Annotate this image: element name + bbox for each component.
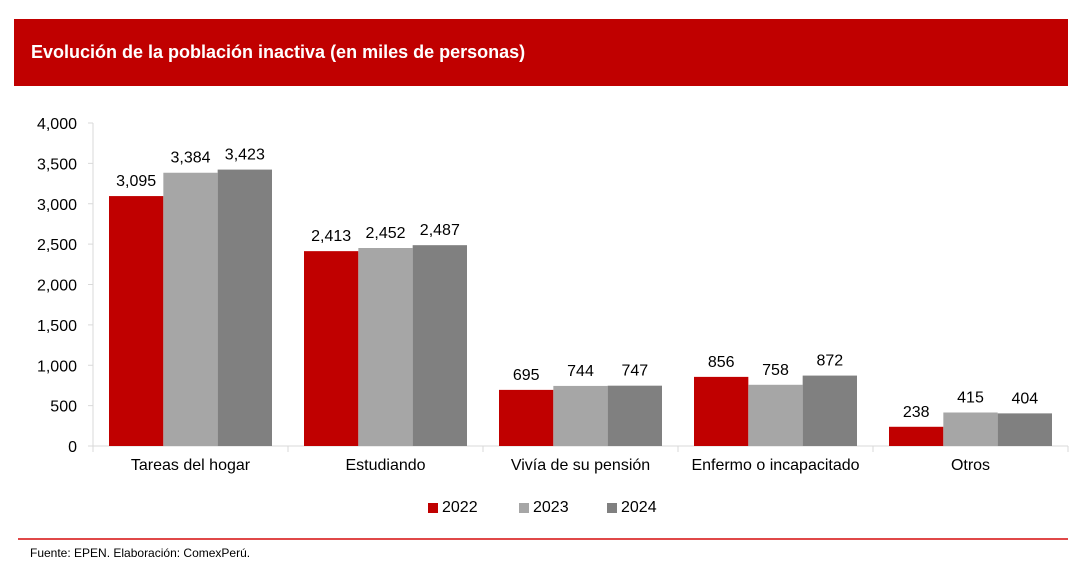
data-labels: 3,095 3,384 3,423 2,413 2,452 2,487 695 744 747 8… xyxy=(116,147,1038,421)
y-tick-label: 3,500 xyxy=(37,156,77,173)
category-label: Tareas del hogar xyxy=(131,457,251,474)
y-tick-label: 2,000 xyxy=(37,278,77,295)
bar-2023 xyxy=(943,412,998,446)
data-label-2022: 3,095 xyxy=(116,173,156,190)
bar-2023 xyxy=(748,384,803,446)
bar-2023 xyxy=(553,385,608,446)
legend-swatch-2022 xyxy=(428,503,438,513)
x-axis xyxy=(92,445,1069,452)
chart-title: Evolución de la población inactiva (en m… xyxy=(31,42,526,62)
data-label-2023: 415 xyxy=(957,389,984,406)
bar-2023 xyxy=(358,248,413,446)
bar-2022 xyxy=(109,196,164,446)
data-label-2022: 856 xyxy=(708,354,735,371)
bar-2022 xyxy=(694,376,749,446)
y-tick-label: 3,000 xyxy=(37,197,77,214)
legend-swatch-2024 xyxy=(607,503,617,513)
bar-2022 xyxy=(499,389,554,446)
legend-label: 2023 xyxy=(533,499,569,516)
y-tick-label: 1,000 xyxy=(37,358,77,375)
category-label: Vivía de su pensión xyxy=(511,457,650,474)
bar-2024 xyxy=(997,413,1052,446)
data-label-2022: 238 xyxy=(903,404,930,421)
chart-title-banner: Evolución de la población inactiva (en m… xyxy=(14,19,1068,86)
source-note: Fuente: EPEN. Elaboración: ComexPerú. xyxy=(30,546,251,560)
bar-2022 xyxy=(304,251,359,446)
y-tick-label: 0 xyxy=(68,439,77,456)
bar-2024 xyxy=(802,375,857,446)
y-axis: 0 500 1,000 1,500 2,000 2,500 3,000 3,500 4,000 xyxy=(37,116,94,456)
data-label-2023: 758 xyxy=(762,362,789,379)
data-label-2023: 3,384 xyxy=(170,150,210,167)
legend-item-2024: 2024 xyxy=(607,496,657,520)
y-tick-label: 500 xyxy=(50,399,77,416)
y-tick-label: 4,000 xyxy=(37,116,77,133)
legend-swatch-2023 xyxy=(519,503,529,513)
legend: 2022 2023 2024 xyxy=(0,496,1087,520)
bar-2024 xyxy=(412,245,467,446)
footer-divider xyxy=(18,538,1068,540)
bar-2022 xyxy=(889,426,944,446)
bar-2024 xyxy=(217,169,272,446)
category-label: Enfermo o incapacitado xyxy=(691,457,859,474)
category-label: Otros xyxy=(951,457,990,474)
data-label-2024: 747 xyxy=(621,363,648,380)
data-label-2023: 744 xyxy=(567,363,594,380)
data-label-2024: 872 xyxy=(816,353,843,370)
legend-item-2022: 2022 xyxy=(428,496,478,520)
data-label-2023: 2,452 xyxy=(365,225,405,242)
bars xyxy=(109,169,1052,446)
legend-label: 2022 xyxy=(442,499,478,516)
data-label-2022: 695 xyxy=(513,367,540,384)
y-tick-label: 2,500 xyxy=(37,237,77,254)
data-label-2024: 404 xyxy=(1011,390,1038,407)
category-labels: Tareas del hogar Estudiando Vivía de su pe… xyxy=(131,457,990,474)
y-tick-label: 1,500 xyxy=(37,318,77,335)
data-label-2024: 3,423 xyxy=(225,147,265,164)
bar-2023 xyxy=(163,172,218,446)
legend-item-2023: 2023 xyxy=(519,496,569,520)
category-label: Estudiando xyxy=(345,457,425,474)
data-label-2024: 2,487 xyxy=(420,222,460,239)
bar-2024 xyxy=(607,385,662,446)
legend-label: 2024 xyxy=(621,499,657,516)
data-label-2022: 2,413 xyxy=(311,228,351,245)
